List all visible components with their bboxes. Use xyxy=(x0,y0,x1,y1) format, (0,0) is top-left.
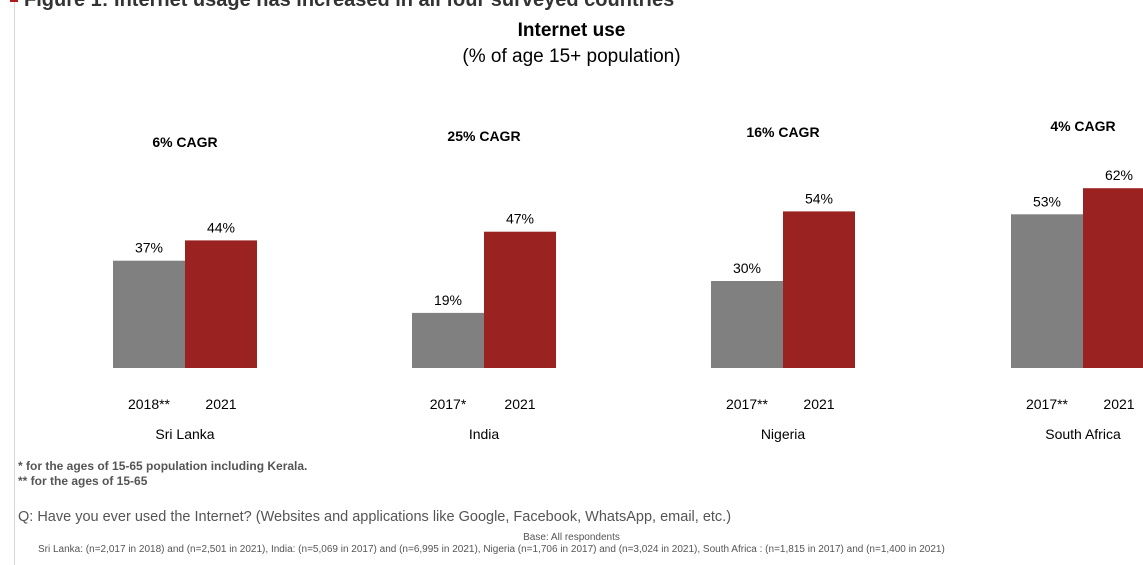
chart-subtitle: (% of age 15+ population) xyxy=(462,46,681,67)
cagr-label-nigeria: 16% CAGR xyxy=(746,124,819,140)
value-label-nigeria-2017: 30% xyxy=(733,260,761,276)
cagr-label-sri-lanka: 6% CAGR xyxy=(152,134,217,150)
country-label-south-africa: South Africa xyxy=(1045,426,1121,442)
value-label-sri-lanka-2021: 44% xyxy=(207,219,235,235)
year-label-nigeria-2017: 2017** xyxy=(726,396,769,412)
cagr-label-south-africa: 4% CAGR xyxy=(1050,118,1115,134)
bar-nigeria-2021 xyxy=(783,211,855,368)
country-label-sri-lanka: Sri Lanka xyxy=(155,426,214,442)
year-label-sri-lanka-2018: 2018** xyxy=(128,396,171,412)
value-label-sri-lanka-2018: 37% xyxy=(135,240,163,256)
accent-mark xyxy=(10,0,18,2)
country-label-india: India xyxy=(469,426,500,442)
survey-question: Q: Have you ever used the Internet? (Web… xyxy=(18,509,732,525)
year-label-south-africa-2021: 2021 xyxy=(1103,396,1134,412)
year-label-nigeria-2021: 2021 xyxy=(803,396,834,412)
bar-sri-lanka-2018 xyxy=(113,260,185,368)
value-label-south-africa-2017: 53% xyxy=(1033,193,1061,209)
bar-nigeria-2017 xyxy=(711,281,783,368)
year-label-india-2017: 2017* xyxy=(430,396,467,412)
value-label-india-2017: 19% xyxy=(434,292,462,308)
left-divider xyxy=(14,0,15,565)
sample-sizes: Sri Lanka: (n=2,017 in 2018) and (n=2,50… xyxy=(38,544,945,555)
footnote-ages: ** for the ages of 15-65 xyxy=(18,474,148,488)
bar-south-africa-2021 xyxy=(1083,188,1143,368)
internet-use-bar-chart: 6% CAGR 37% 2018** 44% 2021 Sri Lanka 25% CAGR… xyxy=(113,118,1143,442)
value-label-india-2021: 47% xyxy=(506,211,534,227)
country-label-nigeria: Nigeria xyxy=(761,426,806,442)
cagr-label-india: 25% CAGR xyxy=(447,128,520,144)
bar-india-2017 xyxy=(412,312,484,368)
chart-title: Internet use xyxy=(517,20,626,41)
footnote-kerala: * for the ages of 15-65 population inclu… xyxy=(18,459,308,473)
value-label-south-africa-2021: 62% xyxy=(1105,167,1133,183)
bar-india-2021 xyxy=(484,231,556,368)
year-label-sri-lanka-2021: 2021 xyxy=(205,396,236,412)
value-label-nigeria-2021: 54% xyxy=(805,190,833,206)
bar-south-africa-2017 xyxy=(1011,214,1083,368)
clipped-figure-heading: Figure 1: Internet usage has increased i… xyxy=(24,0,675,11)
year-label-south-africa-2017: 2017** xyxy=(1026,396,1069,412)
bar-sri-lanka-2021 xyxy=(185,240,257,368)
year-label-india-2021: 2021 xyxy=(504,396,535,412)
base-note: Base: All respondents xyxy=(523,532,620,543)
